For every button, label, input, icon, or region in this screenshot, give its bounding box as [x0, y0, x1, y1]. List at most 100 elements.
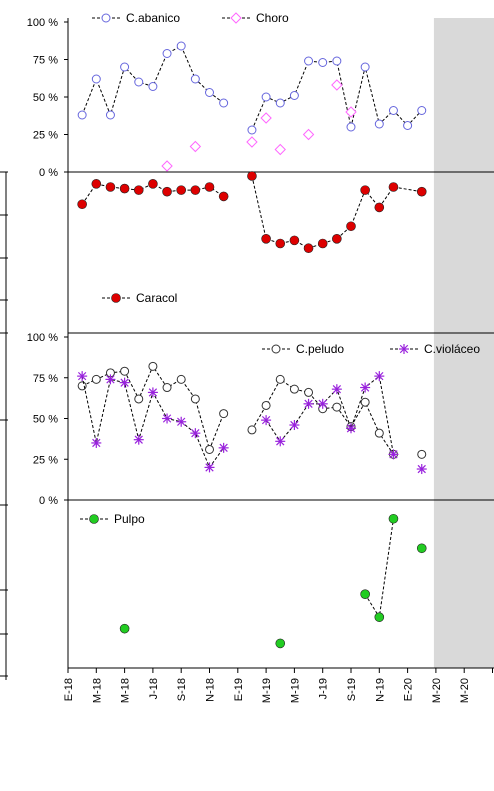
point-c-abanico	[120, 62, 130, 72]
point-caracol	[332, 234, 342, 244]
point-caracol	[119, 183, 130, 194]
point-c-viol-ceo	[303, 398, 314, 409]
point-caracol	[91, 179, 102, 189]
legend-label-c-peludo: C.peludo	[296, 342, 344, 356]
series-line-c-viol-ceo	[265, 375, 394, 455]
point-caracol	[303, 243, 314, 254]
point-c-peludo	[261, 400, 271, 410]
point-c-abanico	[318, 58, 328, 67]
point-c-viol-ceo	[331, 384, 342, 395]
panel-3-y-tick-label: 100 %	[27, 332, 58, 344]
point-caracol	[162, 186, 172, 197]
point-c-peludo	[360, 397, 370, 407]
point-caracol	[289, 235, 300, 246]
point-c-abanico	[77, 110, 87, 120]
point-c-peludo	[289, 384, 299, 394]
point-c-peludo	[91, 374, 101, 384]
point-c-viol-ceo	[261, 415, 272, 426]
x-tick-label: N-19	[374, 678, 386, 702]
point-c-viol-ceo	[147, 387, 158, 398]
point-c-viol-ceo	[77, 371, 88, 382]
point-caracol	[388, 182, 399, 192]
point-caracol	[218, 191, 229, 202]
point-c-peludo	[417, 449, 427, 459]
legend-marker-c-violaceo	[399, 344, 409, 354]
point-c-viol-ceo	[289, 420, 300, 431]
point-c-peludo	[304, 387, 314, 397]
panel-3-y-tick-label: 50 %	[33, 414, 58, 426]
legend-label-c-abanico: C.abanico	[126, 11, 180, 25]
x-tick-label: E-20	[403, 678, 415, 701]
point-c-peludo	[162, 383, 172, 393]
point-c-abanico	[360, 62, 370, 72]
panel-3-y-tick-label: 0 %	[39, 495, 58, 507]
series-line-pulpo	[364, 518, 394, 619]
point-caracol	[148, 179, 158, 189]
point-caracol	[77, 199, 87, 210]
point-c-abanico	[374, 119, 384, 129]
point-c-abanico	[332, 56, 342, 66]
x-tick-label: S-19	[346, 678, 358, 701]
point-c-viol-ceo	[176, 416, 187, 427]
point-c-viol-ceo	[360, 382, 371, 393]
panel-1-y-tick-label: 100 %	[27, 17, 58, 29]
point-pulpo	[416, 543, 427, 554]
series-line-c-abanico	[81, 45, 224, 117]
legend-label-choro: Choro	[256, 11, 289, 25]
point-caracol	[176, 185, 186, 195]
point-caracol	[374, 202, 385, 213]
point-c-viol-ceo	[105, 374, 116, 385]
legend-label-caracol: Caracol	[136, 291, 177, 305]
point-choro	[331, 79, 343, 91]
legend-marker-pulpo	[89, 514, 99, 524]
legend-marker-caracol	[111, 293, 121, 303]
point-c-peludo	[275, 374, 285, 384]
shaded-forecast-region	[433, 18, 494, 668]
point-c-abanico	[134, 77, 144, 87]
point-choro	[189, 140, 202, 153]
point-c-abanico	[148, 82, 158, 91]
point-c-peludo	[176, 374, 186, 384]
point-caracol	[261, 234, 271, 244]
point-caracol	[133, 185, 144, 195]
x-tick-label: N-18	[205, 678, 217, 702]
point-c-viol-ceo	[91, 437, 102, 448]
point-c-viol-ceo	[346, 423, 356, 434]
point-c-abanico	[190, 74, 200, 84]
point-pulpo	[119, 623, 130, 634]
point-caracol	[105, 182, 116, 192]
x-tick-label: E-18	[63, 678, 75, 701]
legend-marker-c-peludo	[271, 344, 281, 354]
point-pulpo	[388, 513, 399, 524]
point-caracol	[247, 171, 257, 181]
point-c-viol-ceo	[119, 377, 130, 388]
point-c-abanico	[205, 88, 214, 97]
x-tick-label: M-19	[261, 678, 273, 703]
x-tick-label: M-18	[91, 678, 103, 703]
x-tick-label: M-18	[120, 678, 132, 703]
point-pulpo	[374, 612, 385, 622]
point-caracol	[190, 185, 201, 195]
point-c-peludo	[332, 402, 342, 412]
point-caracol	[360, 185, 370, 195]
point-c-peludo	[247, 425, 257, 435]
point-choro	[302, 128, 315, 141]
point-c-abanico	[105, 110, 115, 120]
point-pulpo	[275, 638, 286, 649]
legend-marker-c-abanico	[101, 13, 111, 23]
point-choro	[274, 143, 286, 156]
point-c-abanico	[162, 49, 172, 58]
point-c-peludo	[148, 361, 158, 371]
x-tick-label: J-18	[148, 678, 160, 699]
point-choro	[260, 112, 272, 124]
point-c-viol-ceo	[374, 371, 385, 382]
point-caracol	[416, 186, 427, 197]
x-tick-label: J-19	[318, 678, 330, 699]
point-c-viol-ceo	[218, 442, 229, 453]
point-c-peludo	[205, 444, 214, 454]
point-c-abanico	[219, 98, 229, 108]
point-c-viol-ceo	[133, 434, 144, 445]
point-c-peludo	[134, 394, 144, 404]
point-c-viol-ceo	[416, 464, 427, 475]
